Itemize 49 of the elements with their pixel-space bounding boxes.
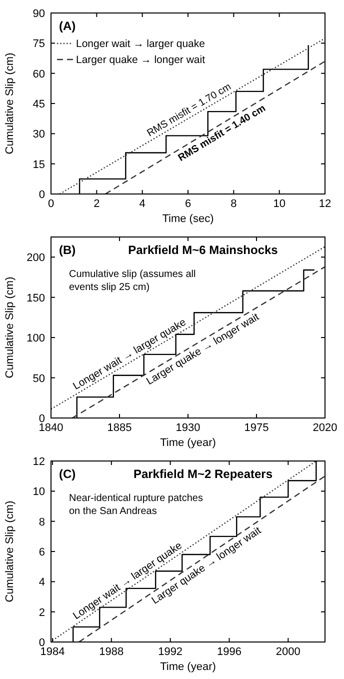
text: Parkfield M~2 Repeaters	[133, 467, 273, 481]
y-axis-title: Cumulative Slip (cm)	[4, 500, 16, 602]
x-axis-title: Time (year)	[160, 437, 216, 449]
x-tick-label: 2000	[276, 646, 300, 658]
y-tick-label: 100	[26, 332, 45, 345]
y-axis-title: Cumulative Slip (cm)	[4, 52, 16, 154]
x-axis-title: Time (sec)	[162, 213, 214, 225]
y-tick-label: 60	[32, 68, 45, 80]
x-tick-label: 0	[48, 198, 54, 210]
x-tick-label: 1992	[158, 646, 183, 658]
y-tick-label: 75	[32, 38, 45, 50]
x-tick-label: 1840	[38, 422, 64, 434]
y-tick-label: 4	[38, 576, 45, 589]
text: (C)	[59, 467, 76, 481]
y-tick-label: 50	[32, 372, 45, 385]
x-tick-label: 12	[318, 198, 332, 210]
y-tick-label: 45	[32, 98, 45, 110]
x-tick-label: 1975	[244, 422, 269, 434]
text: (A)	[59, 19, 76, 33]
text: Parkfield M~6 Mainshocks	[128, 243, 278, 257]
y-tick-label: 150	[26, 292, 45, 304]
x-tick-label: 1885	[107, 422, 132, 434]
x-tick-label: 1930	[176, 422, 200, 434]
y-tick-label: 10	[32, 486, 45, 498]
x-tick-label: 2	[94, 198, 100, 210]
y-tick-label: 2	[38, 606, 45, 619]
x-tick-label: 2020	[312, 422, 338, 434]
annotation: Near-identical rupture patches on the San Andreas	[69, 493, 203, 517]
x-tick-label: 8	[230, 198, 237, 210]
x-axis-title: Time (year)	[160, 661, 216, 673]
legend-label: Larger quake → longer wait	[76, 54, 206, 66]
y-tick-label: 15	[32, 158, 45, 171]
y-axis-title: Cumulative Slip (cm)	[4, 276, 16, 378]
y-tick-label: 6	[38, 546, 45, 558]
y-tick-label: 90	[32, 8, 45, 20]
x-tick-label: 10	[273, 198, 286, 210]
y-tick-label: 30	[32, 128, 45, 141]
y-tick-label: 8	[38, 516, 45, 528]
x-tick-label: 1996	[217, 646, 242, 658]
legend-label: Longer wait → larger quake	[76, 38, 206, 50]
annotation: Cumulative slip (assumes all events slip 25 cm)	[69, 269, 196, 293]
x-tick-label: 1984	[40, 646, 65, 658]
text: (B)	[59, 243, 76, 257]
x-tick-label: 1988	[99, 646, 124, 658]
x-tick-label: 6	[184, 198, 192, 210]
x-tick-label: 4	[139, 198, 146, 210]
y-tick-label: 0	[38, 189, 45, 201]
y-tick-label: 200	[26, 252, 45, 264]
y-tick-label: 12	[32, 456, 45, 468]
